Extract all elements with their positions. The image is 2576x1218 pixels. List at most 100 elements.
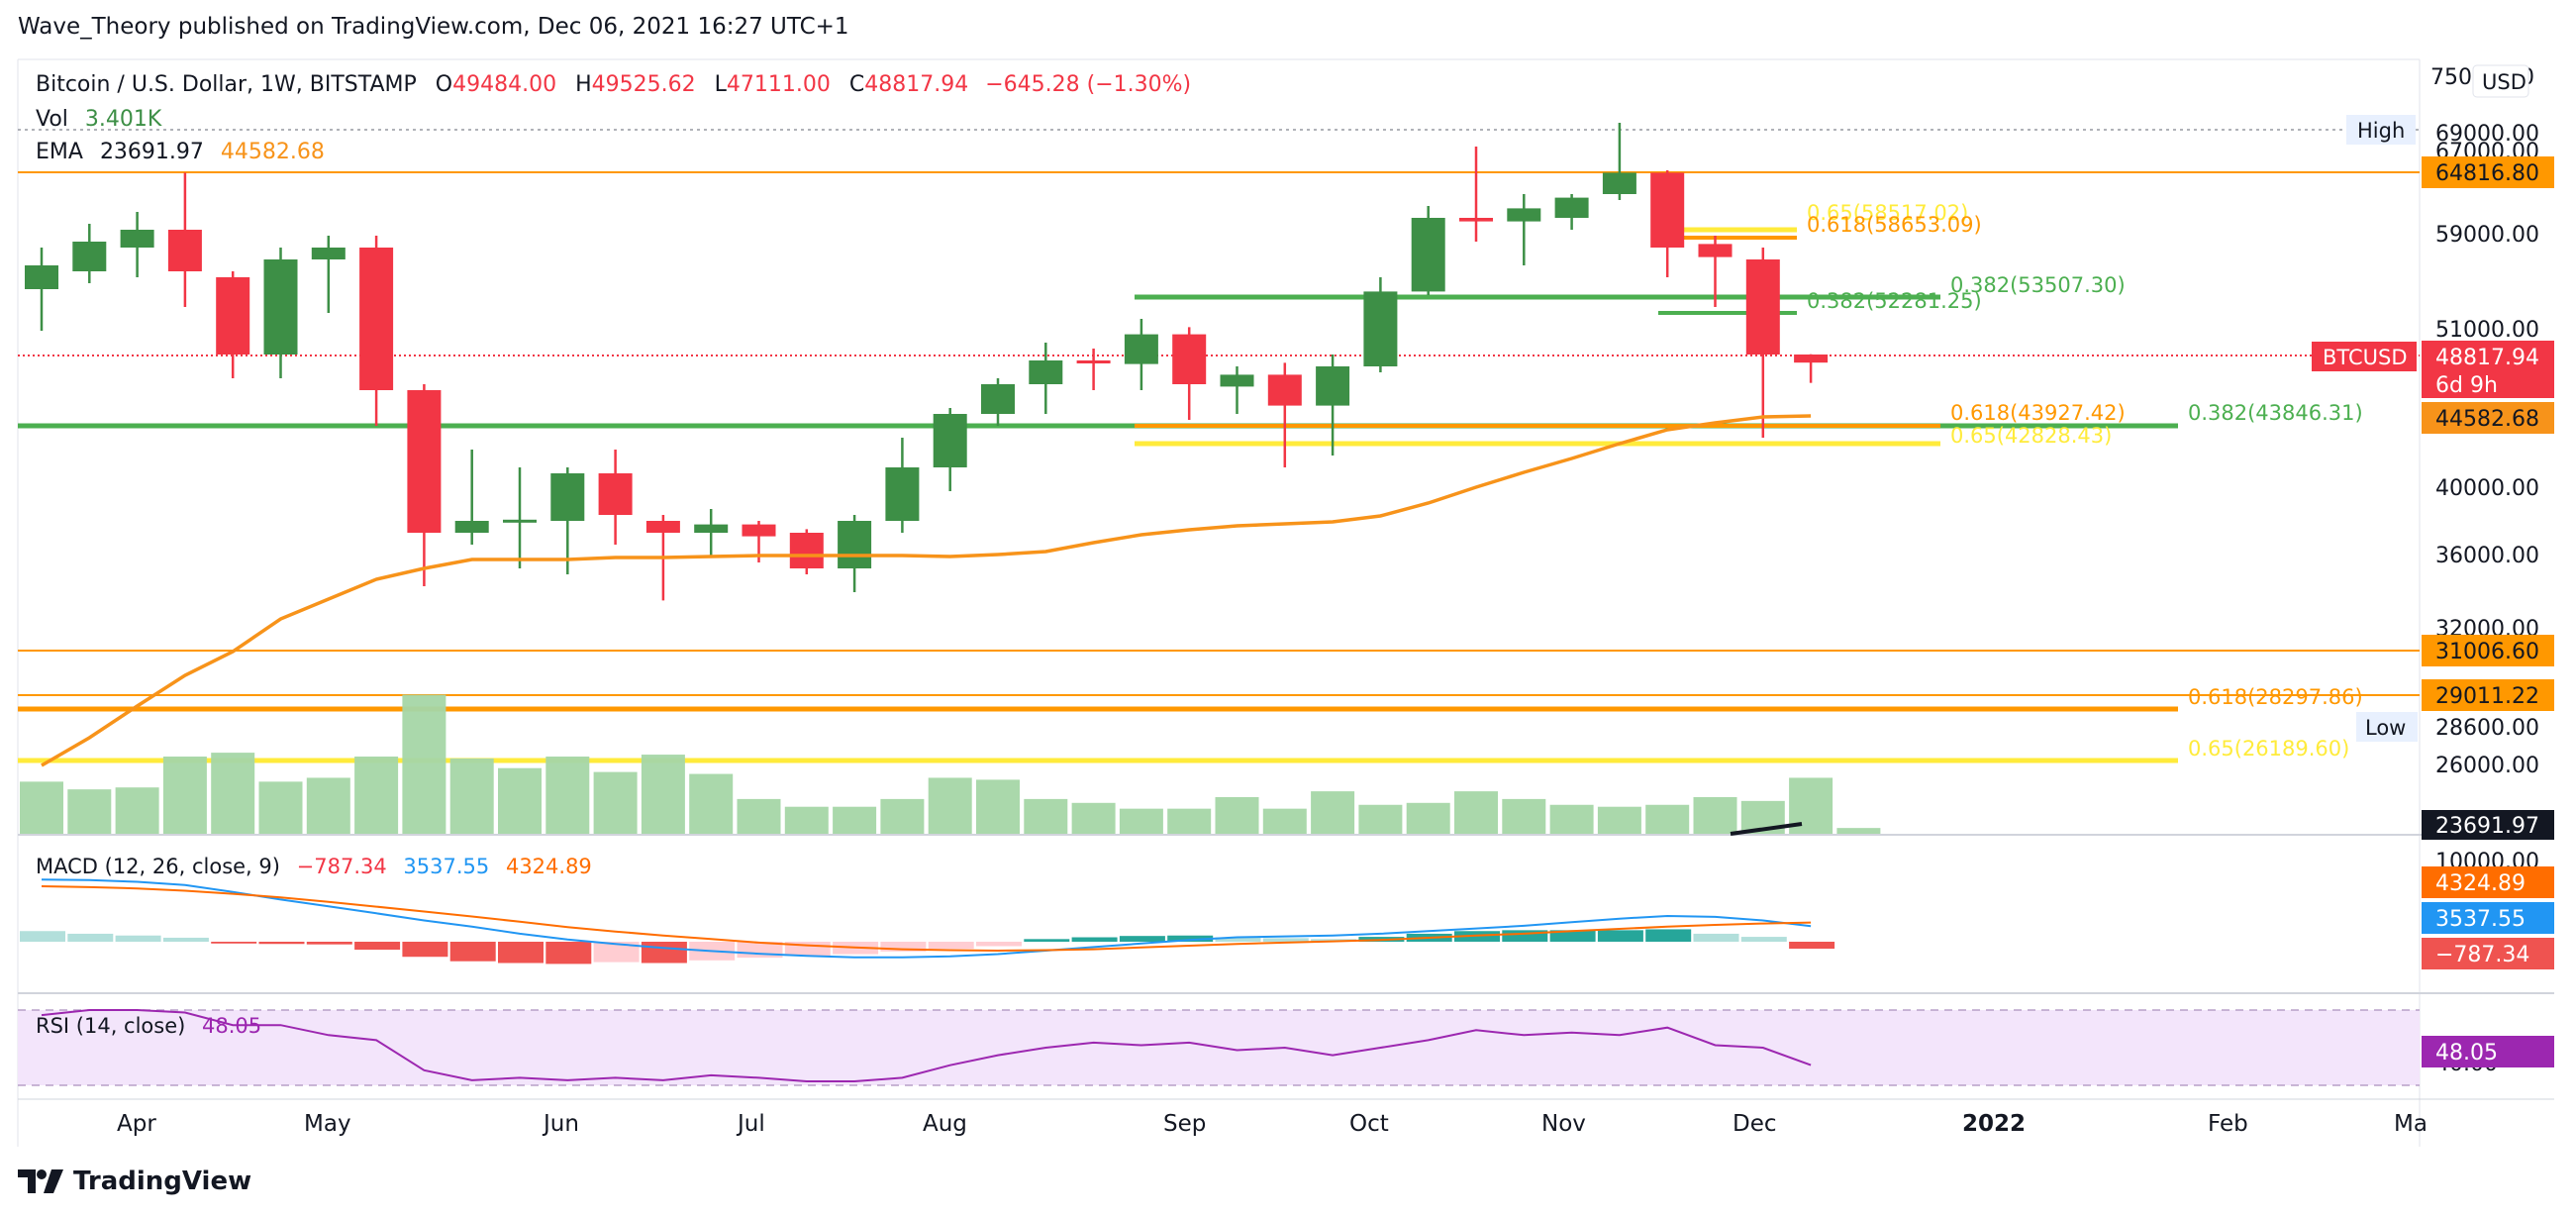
time-label: Nov [1541, 1111, 1586, 1137]
candle-body [120, 230, 154, 248]
candle-body [885, 467, 920, 521]
legend-c-label: C [849, 72, 864, 97]
legend-macd-signal: 4324.89 [506, 855, 592, 878]
candles[interactable] [25, 123, 1829, 601]
symbol-tag: BTCUSD [2323, 346, 2408, 369]
macd-histogram-bar [545, 942, 592, 964]
currency-label: USD [2482, 70, 2526, 94]
level-label: 0.618(28297.86) [2188, 685, 2363, 709]
time-label: Dec [1733, 1111, 1777, 1137]
fib-label: 0.618(43927.42) [1950, 401, 2126, 425]
legend-macd-label: MACD (12, 26, close, 9) [36, 855, 280, 878]
macd-histogram-bar [1502, 930, 1548, 942]
level-tag-64816 [2422, 156, 2554, 188]
time-label: Aug [923, 1111, 967, 1137]
tradingview-brand: TradingView [73, 1167, 252, 1196]
macd-histogram-bar [1789, 942, 1835, 950]
volume-bar [737, 798, 781, 834]
candle-body [1745, 259, 1780, 355]
volume-bar [1645, 804, 1690, 834]
candle-body [1363, 291, 1398, 366]
legend-vol-value: 3.401K [85, 107, 162, 132]
macd-histogram-bar [1549, 930, 1596, 942]
time-label: Sep [1163, 1111, 1206, 1137]
last-price: 48817.94 [2435, 346, 2539, 370]
legend-rsi-value: 48.05 [202, 1014, 261, 1038]
volume-bar [402, 694, 446, 834]
candle-body [25, 265, 58, 289]
macd-line [41, 878, 1812, 959]
vol-ema-value: 23691.97 [2435, 814, 2539, 839]
macd-histogram-bar [211, 942, 257, 944]
level-label: 0.382(43846.31) [2188, 401, 2363, 425]
candle-body [1267, 374, 1302, 406]
fib-label: 0.618(58653.09) [1807, 213, 1982, 237]
price-axis[interactable]: 75000.00 USD High 69000.00 67000.00 6481… [2312, 64, 2554, 1076]
legend-ema[interactable]: EMA 23691.97 44582.68 [36, 140, 325, 164]
macd-histogram-bar [402, 942, 448, 958]
candle-body [598, 473, 633, 515]
macd-histogram-bar [593, 942, 640, 963]
candle-body [1698, 244, 1733, 257]
macd-histogram-bar [928, 942, 974, 950]
ema-line[interactable] [41, 414, 1812, 767]
time-label: Jun [542, 1111, 579, 1137]
legend-rsi-label: RSI (14, close) [36, 1014, 185, 1038]
legend-macd[interactable]: MACD (12, 26, close, 9) −787.34 3537.55 … [36, 855, 592, 878]
legend-low: 47111.00 [727, 72, 831, 97]
candle-body [1507, 208, 1541, 222]
candle-body [216, 277, 250, 355]
candle-body [1554, 197, 1589, 218]
high-tag: High [2357, 119, 2405, 143]
legend-o-label: O [436, 72, 452, 97]
time-label: Oct [1349, 1111, 1389, 1137]
level-tag-29011 [2422, 679, 2554, 711]
legend-h-label: H [575, 72, 592, 97]
volume-bar [1358, 804, 1403, 834]
volume-bar [1502, 798, 1546, 834]
macd-signal-value: 4324.89 [2435, 871, 2526, 896]
macd-histogram-bar [1024, 939, 1070, 942]
vol-ema-tag [2422, 810, 2554, 840]
volume-bar [784, 806, 829, 834]
time-label: Apr [117, 1111, 156, 1137]
volume-bar [1549, 804, 1594, 834]
macd-histogram-bar [67, 933, 114, 942]
macd-histogram-bar [880, 942, 927, 952]
volume-bar [449, 758, 494, 834]
candle-body [838, 521, 872, 568]
macd-signal-tag [2422, 866, 2554, 898]
price-tick: 36000.00 [2435, 544, 2539, 568]
volume-bar [1167, 808, 1212, 834]
macd-histogram-bar [258, 942, 305, 945]
macd-histogram-bar [20, 931, 65, 942]
currency-button[interactable] [2472, 64, 2529, 98]
legend-ema-len: 23691.97 [100, 140, 204, 164]
symbol-tag-bg [2312, 342, 2417, 371]
macd-histogram-bar [1740, 937, 1787, 942]
candle-body [1076, 360, 1111, 363]
legend-rsi[interactable]: RSI (14, close) 48.05 [36, 1014, 261, 1038]
fib-zones[interactable] [1135, 227, 1940, 447]
time-label: May [304, 1111, 351, 1137]
legend-main[interactable]: Bitcoin / U.S. Dollar, 1W, BITSTAMP O494… [36, 72, 1191, 97]
candle-body [1172, 334, 1207, 384]
price-tick: 40000.00 [2435, 476, 2539, 501]
macd-histogram [20, 929, 1835, 964]
macd-histogram-bar [1597, 930, 1643, 942]
legend-open: 49484.00 [452, 72, 556, 97]
tradingview-logo[interactable]: TradingView [18, 1167, 251, 1196]
volume-bar [1693, 796, 1737, 834]
legend-macd-hist: −787.34 [297, 855, 387, 878]
volume-bar [1071, 802, 1116, 834]
macd-histogram-bar [498, 942, 544, 964]
volume-bar [928, 777, 972, 834]
legend-high: 49525.62 [592, 72, 696, 97]
volume-bars [20, 694, 1881, 834]
countdown: 6d 9h [2435, 373, 2498, 398]
time-axis[interactable]: Apr May Jun Jul Aug Sep Oct Nov Dec 2022… [117, 1111, 2427, 1137]
legend-macd-line: 3537.55 [403, 855, 489, 878]
legend-vol[interactable]: Vol 3.401K [36, 107, 162, 132]
level-value-29011: 29011.22 [2435, 684, 2539, 709]
